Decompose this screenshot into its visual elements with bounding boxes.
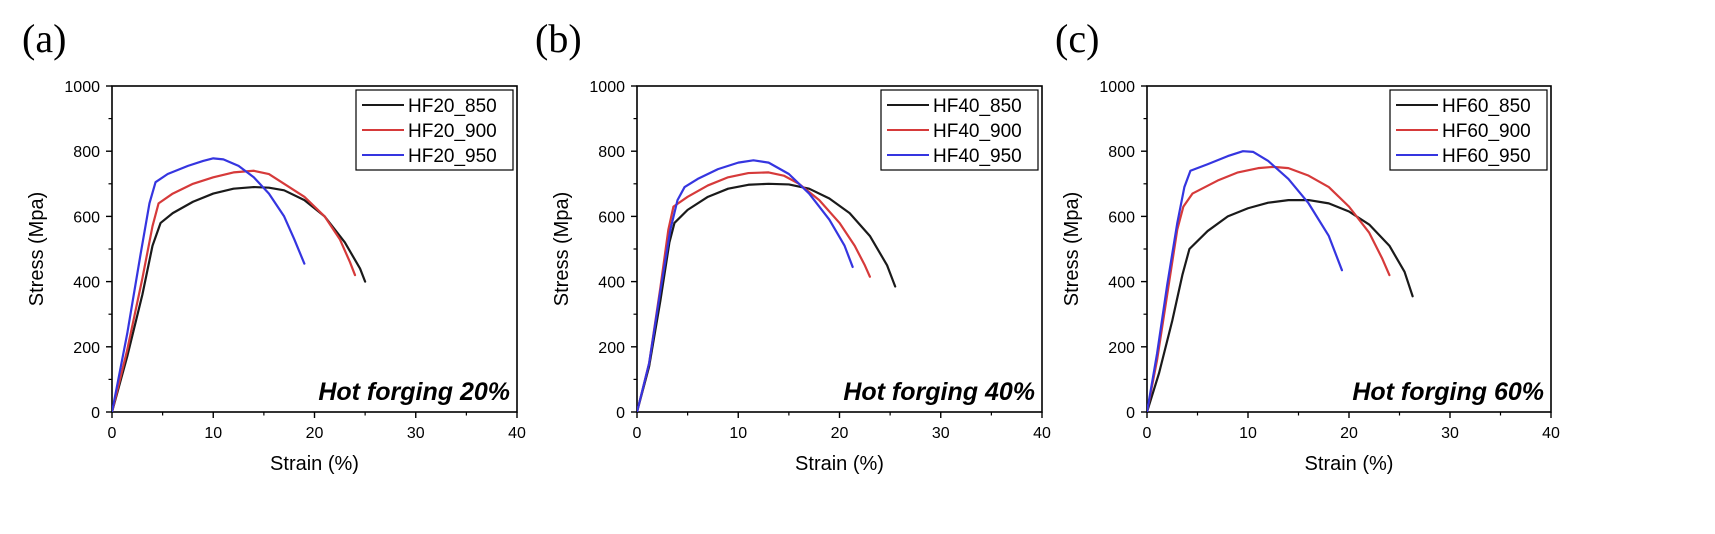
series-line-hf20-950	[112, 157, 306, 412]
panel-label: (a)	[22, 16, 66, 61]
legend-label: HF20_900	[408, 121, 497, 142]
legend: HF40_850 HF40_900 HF40_950	[880, 89, 1039, 171]
y-tick-label: 600	[598, 209, 625, 226]
series-line-hf60-950	[1147, 150, 1344, 412]
series-line-hf40-950	[637, 159, 854, 412]
annotation: Hot forging 20%	[318, 378, 510, 406]
y-tick-label: 0	[616, 405, 625, 422]
x-tick-label: 20	[1340, 425, 1358, 442]
y-axis-title: Stress (Mpa)	[26, 192, 48, 306]
x-tick-label: 40	[1542, 425, 1560, 442]
legend-label: HF40_900	[933, 121, 1022, 142]
y-tick-label: 1000	[1099, 79, 1135, 96]
y-tick-label: 600	[73, 209, 100, 226]
y-axis-title: Stress (Mpa)	[1061, 192, 1083, 306]
legend-label: HF60_950	[1442, 146, 1531, 167]
legend: HF20_850 HF20_900 HF20_950	[355, 89, 514, 171]
x-tick-label: 30	[1441, 425, 1459, 442]
annotation: Hot forging 60%	[1352, 378, 1544, 406]
legend-label: HF20_950	[408, 146, 497, 167]
y-tick-label: 400	[73, 275, 100, 292]
x-tick-label: 30	[932, 425, 950, 442]
x-axis-title: Strain (%)	[795, 453, 884, 475]
x-tick-label: 20	[831, 425, 849, 442]
x-tick-label: 30	[407, 425, 425, 442]
y-tick-label: 200	[1108, 340, 1135, 357]
y-tick-label: 0	[1126, 405, 1135, 422]
y-tick-label: 600	[1108, 209, 1135, 226]
y-tick-label: 800	[1108, 144, 1135, 161]
y-tick-label: 1000	[64, 79, 100, 96]
legend-label: HF60_850	[1442, 96, 1531, 117]
y-tick-label: 1000	[589, 79, 625, 96]
x-tick-label: 0	[108, 425, 117, 442]
x-tick-label: 10	[204, 425, 222, 442]
x-axis-title: Strain (%)	[270, 453, 359, 475]
legend-label: HF40_950	[933, 146, 1022, 167]
y-axis-title: Stress (Mpa)	[551, 192, 573, 306]
y-tick-label: 0	[91, 405, 100, 422]
x-tick-label: 20	[306, 425, 324, 442]
annotation: Hot forging 40%	[843, 378, 1035, 406]
y-tick-label: 800	[73, 144, 100, 161]
x-tick-label: 10	[729, 425, 747, 442]
x-tick-label: 40	[1033, 425, 1051, 442]
legend: HF60_850 HF60_900 HF60_950	[1389, 89, 1548, 171]
legend-label: HF20_850	[408, 96, 497, 117]
y-tick-label: 400	[1108, 275, 1135, 292]
series-line-hf20-900	[112, 169, 357, 412]
legend-label: HF40_850	[933, 96, 1022, 117]
x-tick-label: 40	[508, 425, 526, 442]
y-tick-label: 200	[598, 340, 625, 357]
series-line-hf60-850	[1147, 199, 1414, 412]
y-tick-label: 200	[73, 340, 100, 357]
y-tick-label: 400	[598, 275, 625, 292]
x-tick-label: 0	[1143, 425, 1152, 442]
legend-label: HF60_900	[1442, 121, 1531, 142]
series-line-hf40-850	[637, 182, 897, 412]
x-tick-label: 10	[1239, 425, 1257, 442]
series-line-hf60-900	[1147, 165, 1391, 412]
panel-label: (b)	[535, 16, 582, 61]
x-tick-label: 0	[633, 425, 642, 442]
panel-label: (c)	[1055, 16, 1099, 61]
x-axis-title: Strain (%)	[1305, 453, 1394, 475]
series-line-hf40-900	[637, 171, 871, 412]
y-tick-label: 800	[598, 144, 625, 161]
